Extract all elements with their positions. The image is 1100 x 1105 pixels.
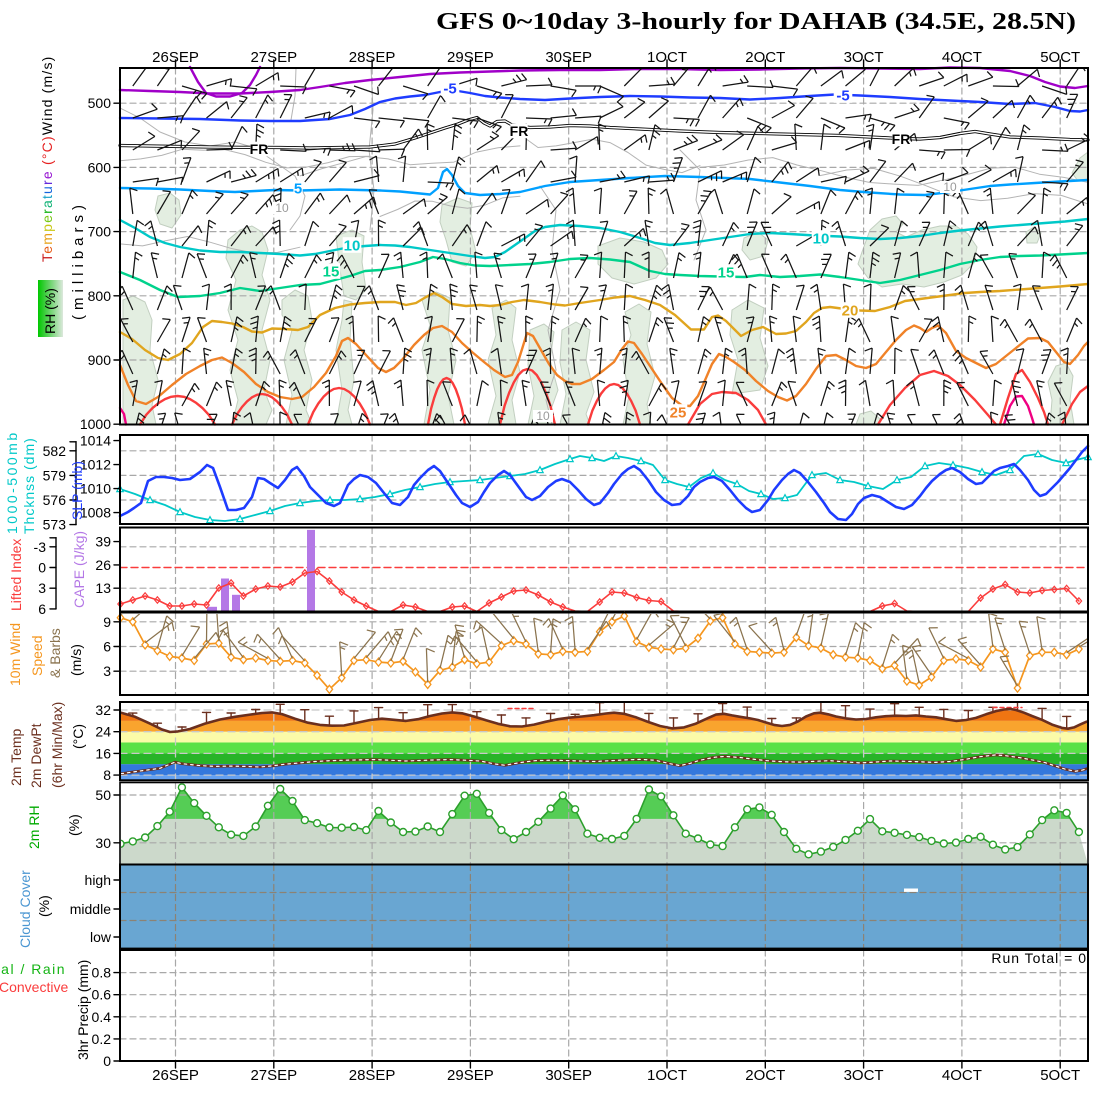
- svg-text:573: 573: [43, 517, 67, 533]
- svg-text:582: 582: [43, 443, 67, 459]
- svg-text:500: 500: [88, 95, 112, 111]
- svg-text:10: 10: [536, 409, 550, 423]
- svg-text:5OCT: 5OCT: [1040, 1067, 1080, 1084]
- svg-text:6: 6: [103, 639, 111, 655]
- svg-text:(%): (%): [36, 895, 52, 917]
- svg-text:& Barbs: & Barbs: [47, 628, 63, 678]
- svg-text:-5: -5: [836, 87, 849, 104]
- svg-text:0.6: 0.6: [92, 987, 112, 1003]
- svg-text:900: 900: [88, 352, 112, 368]
- svg-text:10: 10: [943, 180, 957, 194]
- svg-text:26SEP: 26SEP: [152, 1067, 199, 1084]
- svg-text:1008: 1008: [80, 505, 111, 521]
- svg-text:(millibars): (millibars): [70, 200, 87, 320]
- svg-text:700: 700: [88, 224, 112, 240]
- svg-text:15: 15: [323, 263, 340, 280]
- svg-text:3: 3: [38, 580, 46, 596]
- svg-text:600: 600: [88, 159, 112, 175]
- svg-text:30SEP: 30SEP: [545, 49, 592, 66]
- svg-text:10: 10: [344, 237, 361, 254]
- svg-text:Run Total = 0: Run Total = 0: [991, 950, 1087, 966]
- svg-text:Lifted Index: Lifted Index: [8, 539, 24, 611]
- svg-text:3OCT: 3OCT: [844, 49, 884, 66]
- svg-text:2OCT: 2OCT: [745, 49, 785, 66]
- svg-text:CAPE (J/kg): CAPE (J/kg): [71, 531, 87, 608]
- svg-text:RH (%): RH (%): [42, 288, 58, 334]
- svg-text:576: 576: [43, 492, 67, 508]
- svg-text:0.8: 0.8: [92, 965, 112, 981]
- svg-text:2m RH: 2m RH: [26, 805, 42, 849]
- svg-text:SLP (mb): SLP (mb): [69, 461, 85, 520]
- svg-text:28SEP: 28SEP: [349, 49, 396, 66]
- svg-text:-5: -5: [443, 80, 456, 97]
- svg-text:1000: 1000: [80, 416, 111, 432]
- svg-text:30: 30: [95, 835, 111, 851]
- svg-text:16: 16: [95, 745, 111, 761]
- svg-text:1014: 1014: [80, 433, 111, 449]
- svg-text:28SEP: 28SEP: [349, 1067, 396, 1084]
- svg-text:29SEP: 29SEP: [447, 1067, 494, 1084]
- svg-text:29SEP: 29SEP: [447, 49, 494, 66]
- svg-text:1OCT: 1OCT: [647, 49, 687, 66]
- svg-text:5OCT: 5OCT: [1040, 49, 1080, 66]
- svg-text:0.2: 0.2: [92, 1031, 112, 1047]
- svg-text:26: 26: [95, 557, 111, 573]
- svg-text:26SEP: 26SEP: [152, 49, 199, 66]
- svg-text:0: 0: [38, 560, 46, 576]
- svg-text:1OCT: 1OCT: [647, 1067, 687, 1084]
- svg-text:-3: -3: [34, 539, 47, 555]
- svg-text:2m DewPt: 2m DewPt: [28, 723, 44, 788]
- svg-text:8: 8: [103, 767, 111, 783]
- svg-text:3OCT: 3OCT: [844, 1067, 884, 1084]
- svg-text:5: 5: [294, 180, 302, 197]
- svg-text:0.4: 0.4: [92, 1009, 112, 1025]
- svg-text:(°C): (°C): [70, 724, 86, 749]
- svg-text:Thcknss (dm): Thcknss (dm): [21, 437, 37, 534]
- svg-text:27SEP: 27SEP: [250, 49, 297, 66]
- svg-text:15: 15: [718, 264, 735, 281]
- svg-text:10: 10: [813, 230, 830, 247]
- svg-text:4OCT: 4OCT: [942, 49, 982, 66]
- svg-text:20: 20: [842, 302, 859, 319]
- svg-text:1010: 1010: [80, 481, 111, 497]
- svg-text:800: 800: [88, 288, 112, 304]
- svg-text:GFS 0~10day 3-hourly for DAHAB: GFS 0~10day 3-hourly for DAHAB (34.5E, 2…: [436, 9, 1076, 35]
- svg-text:high: high: [85, 872, 111, 888]
- svg-text:FR: FR: [892, 131, 911, 147]
- svg-text:(m/s): (m/s): [68, 644, 84, 676]
- svg-text:25: 25: [670, 404, 687, 421]
- svg-text:(6hr Min/Max): (6hr Min/Max): [49, 702, 65, 788]
- svg-text:3hr Precip (mm): 3hr Precip (mm): [75, 960, 91, 1060]
- svg-text:10: 10: [275, 201, 289, 215]
- svg-text:1012: 1012: [80, 457, 111, 473]
- svg-text:0: 0: [103, 1053, 111, 1069]
- svg-text:1000-500mb: 1000-500mb: [4, 430, 20, 534]
- svg-text:24: 24: [95, 724, 111, 740]
- svg-text:6: 6: [38, 601, 46, 617]
- svg-text:579: 579: [43, 467, 67, 483]
- svg-text:27SEP: 27SEP: [250, 1067, 297, 1084]
- svg-text:32: 32: [95, 702, 111, 718]
- svg-text:4OCT: 4OCT: [942, 1067, 982, 1084]
- svg-text:2OCT: 2OCT: [745, 1067, 785, 1084]
- svg-text:Total / Rain: Total / Rain: [0, 961, 66, 977]
- svg-text:(%): (%): [66, 814, 82, 836]
- svg-text:Speed: Speed: [29, 636, 45, 676]
- svg-text:50: 50: [95, 787, 111, 803]
- svg-text:Cloud Cover: Cloud Cover: [17, 870, 33, 948]
- svg-text:3: 3: [103, 663, 111, 679]
- svg-text:FR: FR: [510, 123, 529, 139]
- svg-text:9: 9: [103, 614, 111, 630]
- svg-text:30SEP: 30SEP: [545, 1067, 592, 1084]
- svg-text:FR: FR: [250, 141, 269, 157]
- svg-text:middle: middle: [70, 901, 111, 917]
- svg-text:10m Wind: 10m Wind: [7, 623, 23, 686]
- svg-text:low: low: [90, 929, 112, 945]
- svg-text:39: 39: [95, 534, 111, 550]
- svg-text:Temperature (°C)Wind (m/s): Temperature (°C)Wind (m/s): [39, 55, 55, 262]
- svg-text:2m Temp: 2m Temp: [8, 728, 24, 786]
- svg-text:13: 13: [95, 580, 111, 596]
- svg-text:Convective: Convective: [0, 979, 68, 995]
